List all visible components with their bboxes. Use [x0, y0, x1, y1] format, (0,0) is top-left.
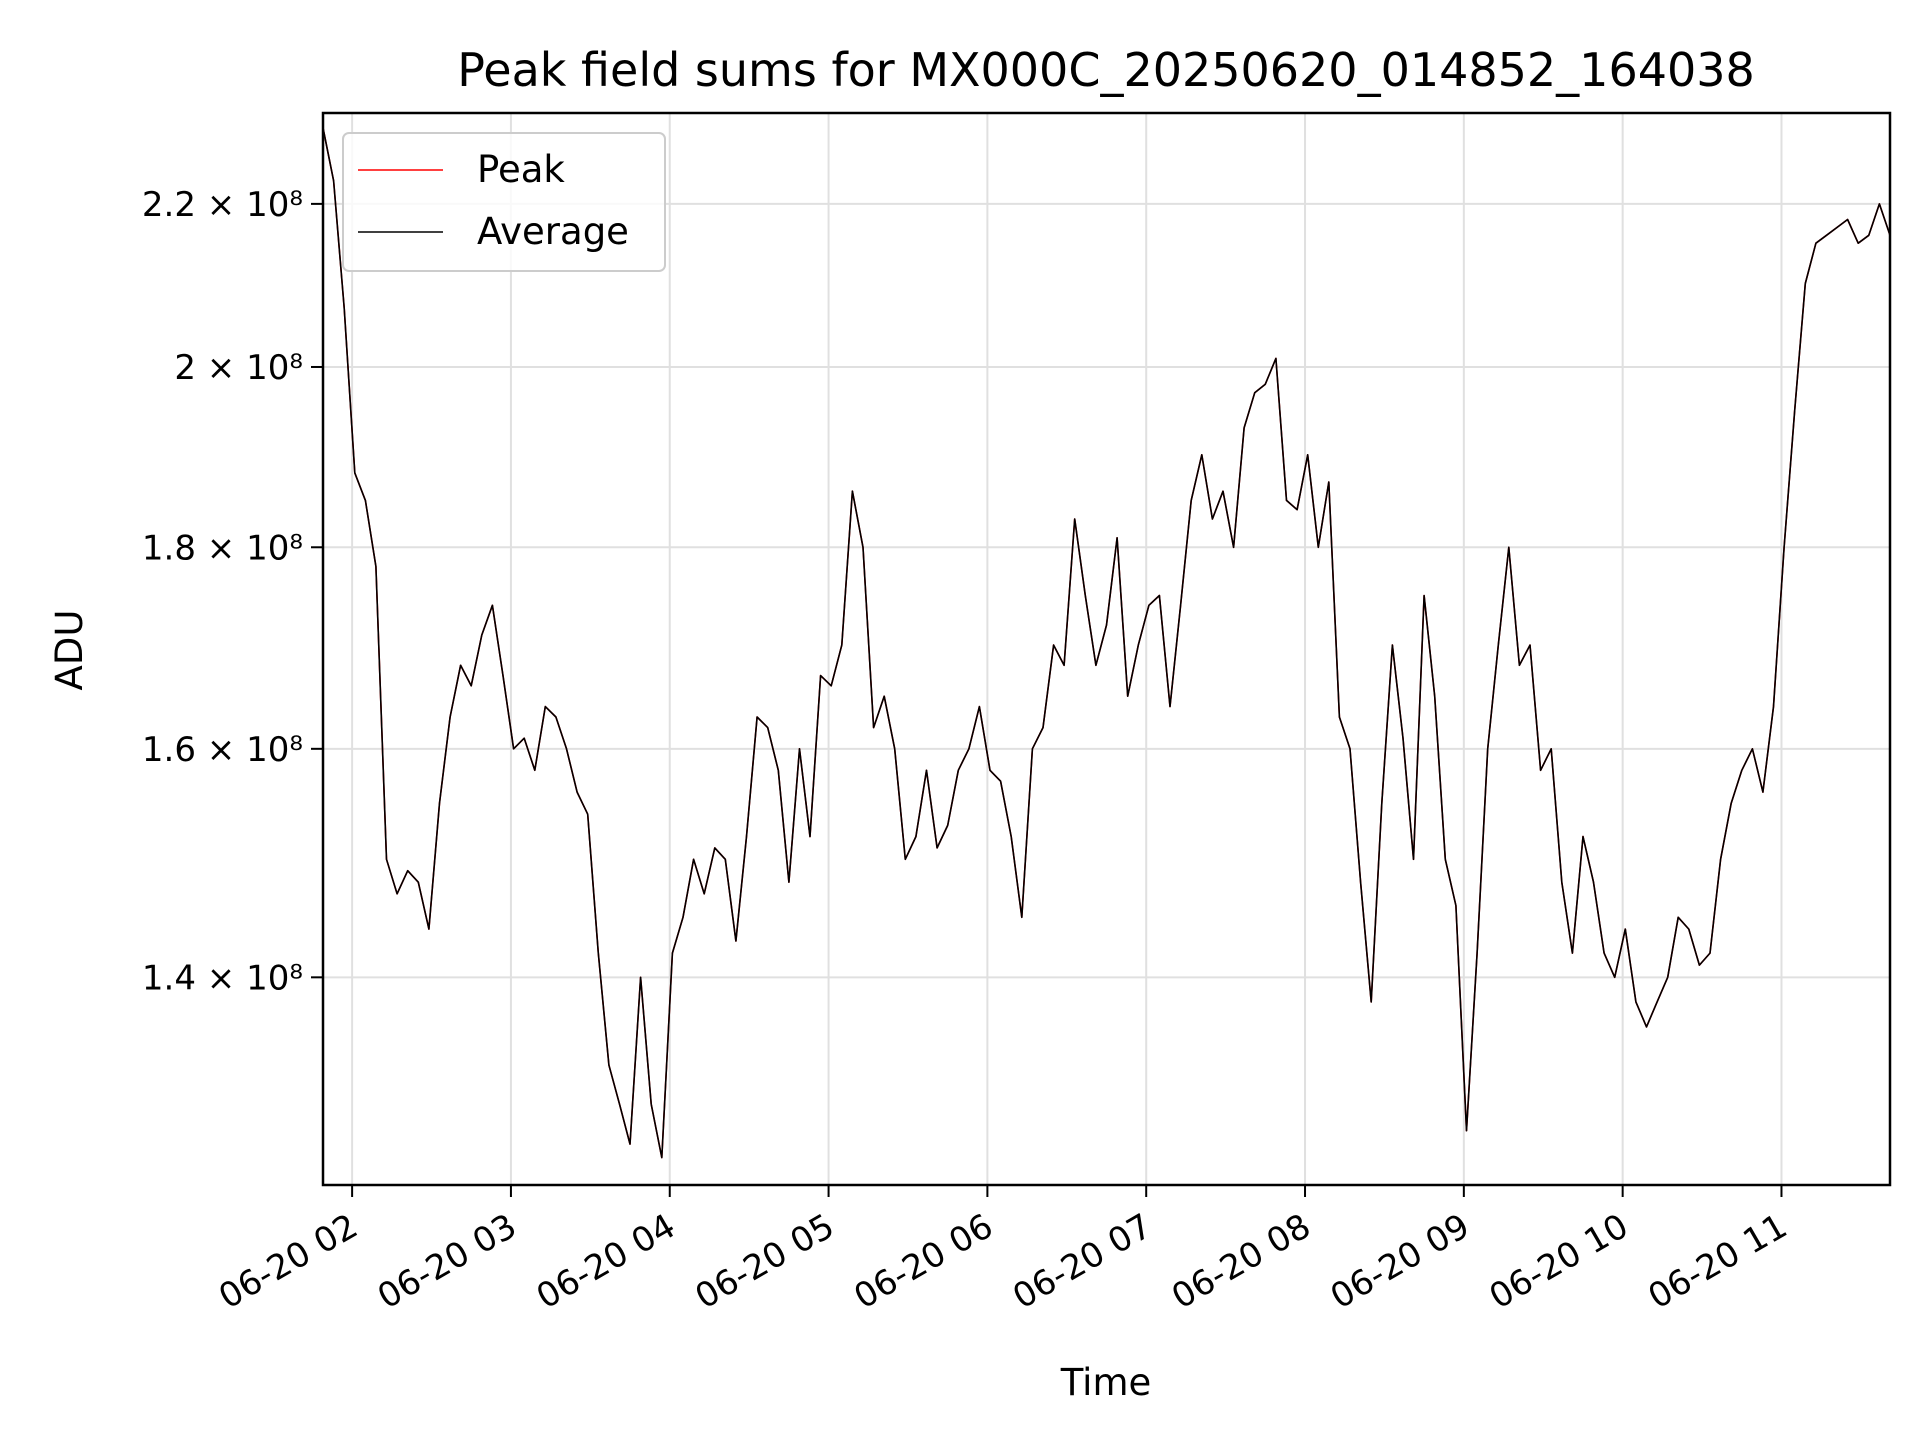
- y-tick-label: 1.8 × 10⁸: [142, 528, 303, 568]
- legend-average-label: Average: [477, 210, 629, 253]
- y-tick-label: 1.6 × 10⁸: [142, 730, 303, 770]
- chart-title: Peak field sums for MX000C_20250620_0148…: [457, 43, 1755, 97]
- y-gridlines: [323, 202, 1890, 979]
- y-axis-ticks: 1.4 × 10⁸ 1.6 × 10⁸ 1.8 × 10⁸ 2 × 10⁸ 2.2 × …: [142, 185, 323, 998]
- y-tick-label: 2.2 × 10⁸: [142, 185, 303, 225]
- y-tick-label: 1.4 × 10⁸: [142, 958, 303, 998]
- y-tick-label: 2 × 10⁸: [174, 348, 303, 388]
- plot-frame: [321, 111, 1892, 1187]
- series-layer: [322, 127, 1891, 1159]
- series-line-average: [322, 127, 1891, 1159]
- legend: Peak Average: [342, 132, 666, 272]
- y-axis-label: ADU: [48, 610, 91, 691]
- x-gridlines: [351, 113, 1783, 1185]
- legend-peak-label: Peak: [477, 148, 565, 191]
- x-axis-label: Time: [1060, 1361, 1152, 1404]
- legend-box: [342, 132, 666, 272]
